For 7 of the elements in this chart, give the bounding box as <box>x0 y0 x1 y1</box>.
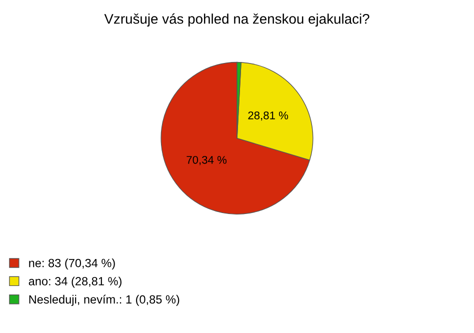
legend-label: ne: 83 (70,34 %) <box>29 258 115 270</box>
data-label: 70,34 % <box>186 156 227 166</box>
legend-label: Nesleduji, nevím.: 1 (0,85 %) <box>29 294 180 306</box>
data-label: 28,81 % <box>248 111 288 121</box>
chart-title: Vzrušuje vás pohled na ženskou ejakulaci? <box>104 13 370 27</box>
legend-label: ano: 34 (28,81 %) <box>28 276 122 288</box>
pie-slice <box>160 62 310 214</box>
